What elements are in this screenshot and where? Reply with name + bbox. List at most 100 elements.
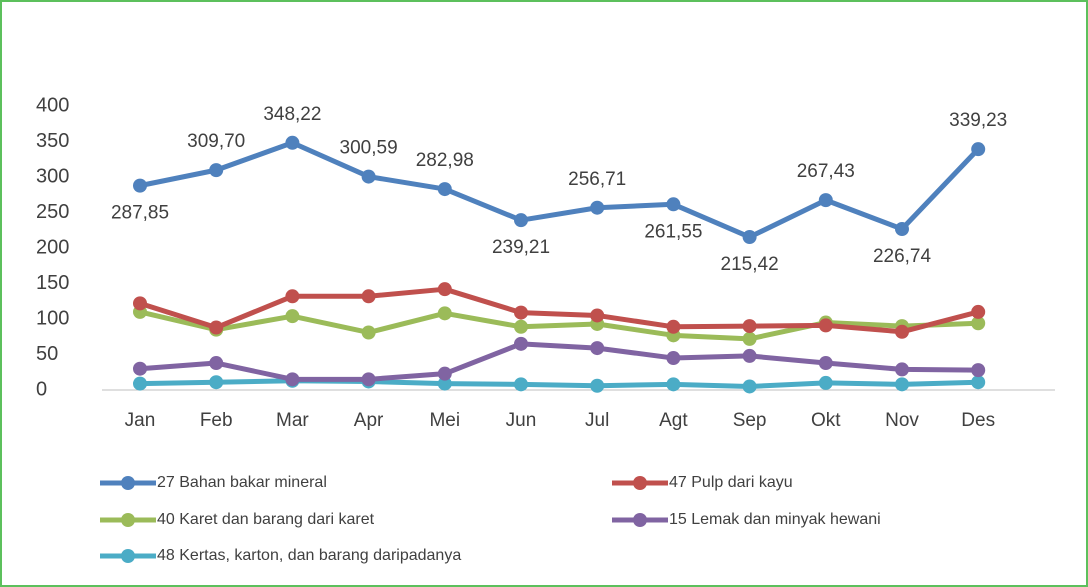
series-line	[139, 286, 979, 335]
data-point	[742, 230, 757, 245]
data-point	[514, 319, 528, 334]
x-tick-label: Jul	[585, 410, 609, 431]
data-point	[361, 169, 376, 184]
legend-marker	[121, 476, 135, 490]
legend-label: 40 Karet dan barang dari karet	[157, 511, 375, 528]
data-label: 239,21	[492, 237, 550, 258]
data-point	[285, 372, 300, 387]
data-label: 282,98	[416, 150, 474, 171]
data-point	[666, 319, 681, 334]
legend-label: 48 Kertas, karton, dan barang daripadany…	[157, 547, 461, 564]
data-label: 287,85	[111, 203, 169, 224]
data-label: 256,71	[568, 169, 626, 190]
series-line	[139, 378, 979, 389]
x-tick-label: Agt	[659, 410, 688, 431]
data-point	[514, 305, 528, 320]
data-point	[285, 135, 300, 150]
x-tick-label: Mei	[429, 410, 460, 431]
x-tick-label: Apr	[354, 410, 384, 431]
x-tick-label: Des	[961, 410, 995, 431]
legend-label: 27 Bahan bakar mineral	[157, 474, 327, 491]
x-tick-label: Feb	[200, 410, 233, 431]
data-point	[971, 304, 986, 319]
y-tick-label: 200	[36, 236, 69, 258]
data-label: 300,59	[340, 138, 398, 159]
data-label: 348,22	[263, 104, 321, 125]
y-tick-label: 300	[36, 165, 69, 187]
data-point	[133, 376, 147, 391]
series-line	[139, 309, 979, 342]
data-point	[971, 316, 986, 331]
y-tick-label: 250	[36, 201, 69, 223]
data-point	[971, 363, 986, 378]
data-point	[590, 200, 605, 215]
data-label: 309,70	[187, 131, 245, 152]
series-line	[139, 140, 981, 240]
data-point	[514, 336, 528, 351]
data-point	[590, 341, 605, 356]
legend-marker	[633, 476, 647, 490]
data-point	[437, 306, 452, 321]
legend-marker	[633, 513, 647, 527]
x-tick-label: Nov	[885, 410, 919, 431]
data-point	[742, 379, 757, 394]
data-label: 267,43	[797, 161, 855, 182]
data-point	[285, 289, 300, 304]
data-point	[285, 309, 300, 324]
data-point	[514, 213, 528, 228]
data-point	[437, 376, 452, 391]
data-point	[666, 377, 681, 392]
data-point	[895, 362, 909, 377]
data-point	[742, 331, 757, 346]
y-tick-label: 150	[36, 272, 69, 294]
y-tick-label: 350	[36, 130, 69, 152]
data-point	[818, 193, 833, 208]
data-point	[209, 356, 224, 371]
x-tick-label: Jan	[125, 410, 156, 431]
x-tick-label: Mar	[276, 410, 309, 431]
data-point	[209, 163, 224, 178]
data-point	[818, 375, 833, 390]
data-point	[895, 377, 909, 392]
data-point	[133, 361, 147, 376]
data-point	[437, 282, 452, 297]
legend-marker	[121, 513, 135, 527]
data-point	[818, 318, 833, 333]
y-tick-label: 400	[36, 94, 69, 116]
y-tick-label: 100	[36, 307, 69, 329]
x-tick-label: Jun	[506, 410, 537, 431]
x-tick-label: Sep	[733, 410, 767, 431]
data-point	[818, 356, 833, 371]
legend-marker	[121, 549, 135, 563]
data-point	[133, 178, 147, 193]
data-point	[590, 378, 605, 393]
data-label: 339,23	[949, 110, 1007, 131]
data-point	[971, 375, 986, 390]
data-point	[133, 296, 147, 311]
data-label: 215,42	[721, 254, 779, 275]
data-point	[209, 375, 224, 390]
y-tick-label: 0	[36, 378, 47, 400]
x-tick-label: Okt	[811, 410, 841, 431]
series-line	[139, 341, 979, 382]
data-point	[971, 142, 986, 157]
data-point	[514, 377, 528, 392]
data-point	[590, 308, 605, 323]
data-point	[361, 325, 376, 340]
data-point	[209, 320, 224, 335]
data-label: 226,74	[873, 246, 932, 267]
data-point	[895, 324, 909, 339]
data-point	[437, 182, 452, 197]
data-point	[666, 351, 681, 366]
data-point	[742, 319, 757, 334]
y-tick-label: 50	[36, 343, 58, 365]
data-point	[361, 372, 376, 387]
legend-label: 47 Pulp dari kayu	[669, 474, 793, 491]
data-point	[361, 289, 376, 304]
data-label: 261,55	[644, 221, 702, 242]
legend-label: 15 Lemak dan minyak hewani	[669, 511, 881, 528]
data-point	[437, 366, 452, 381]
data-point	[742, 348, 757, 363]
